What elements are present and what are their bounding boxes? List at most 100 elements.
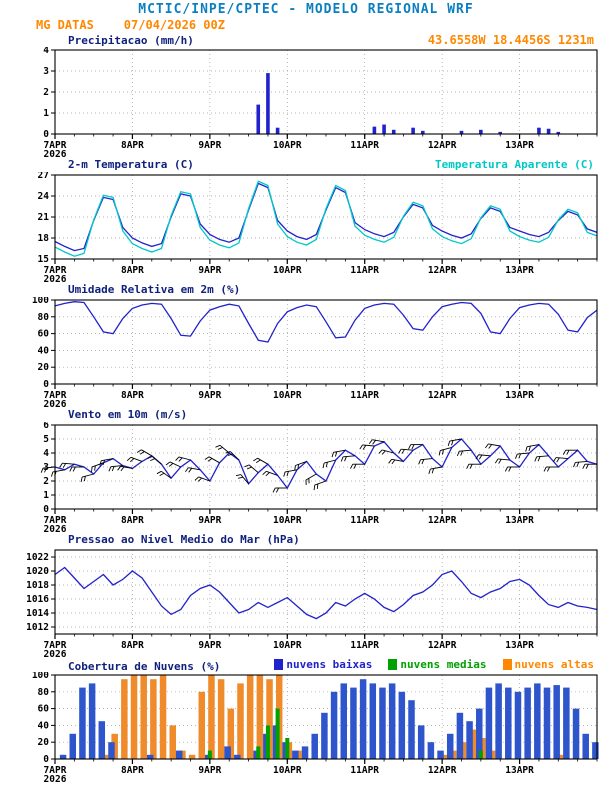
legend-low-clouds: nuvens baixas — [274, 658, 372, 671]
panel-head-pressure: Pressao ao Nivel Medio do Mar (hPa) — [0, 533, 612, 547]
panel-head-temperature: 2-m Temperatura (C) Temperatura Aparente… — [0, 158, 612, 172]
svg-text:10APR: 10APR — [273, 140, 302, 151]
svg-text:13APR: 13APR — [505, 640, 534, 651]
svg-text:11APR: 11APR — [350, 140, 379, 151]
svg-text:21: 21 — [38, 212, 50, 223]
svg-text:40: 40 — [38, 720, 50, 731]
header-subrow: MG DATAS 07/04/2026 00Z — [0, 18, 612, 33]
svg-text:8APR: 8APR — [121, 515, 144, 526]
svg-text:9APR: 9APR — [198, 515, 221, 526]
svg-text:6: 6 — [43, 422, 49, 431]
svg-text:12APR: 12APR — [428, 515, 457, 526]
svg-text:13APR: 13APR — [505, 265, 534, 276]
panel-temperature: 2-m Temperatura (C) Temperatura Aparente… — [0, 158, 612, 283]
svg-text:20: 20 — [38, 362, 50, 373]
legend-mid-clouds: nuvens medias — [388, 658, 487, 671]
svg-text:2: 2 — [43, 87, 49, 98]
svg-text:10APR: 10APR — [273, 265, 302, 276]
panel-title-temperature: 2-m Temperatura (C) — [68, 158, 194, 171]
svg-text:2: 2 — [43, 476, 49, 487]
legend-high-clouds: nuvens altas — [502, 658, 594, 671]
svg-text:2026: 2026 — [44, 149, 67, 158]
svg-text:10APR: 10APR — [273, 515, 302, 526]
svg-text:100: 100 — [32, 297, 49, 306]
svg-text:10APR: 10APR — [273, 390, 302, 401]
svg-text:2026: 2026 — [44, 649, 67, 658]
panel-pressure: Pressao ao Nivel Medio do Mar (hPa) 1012… — [0, 533, 612, 658]
svg-text:13APR: 13APR — [505, 140, 534, 151]
svg-text:12APR: 12APR — [428, 765, 457, 776]
svg-text:11APR: 11APR — [350, 265, 379, 276]
panel-title-precipitation: Precipitacao (mm/h) — [68, 34, 194, 47]
svg-text:13APR: 13APR — [505, 515, 534, 526]
svg-text:9APR: 9APR — [198, 640, 221, 651]
panel-title-wind: Vento em 10m (m/s) — [68, 408, 188, 421]
svg-text:7APR: 7APR — [44, 140, 67, 151]
panel-title-cloud-cover: Cobertura de Nuvens (%) — [68, 660, 221, 673]
svg-text:0: 0 — [43, 504, 49, 515]
panel-title-pressure: Pressao ao Nivel Medio do Mar (hPa) — [68, 533, 300, 546]
svg-text:12APR: 12APR — [428, 265, 457, 276]
svg-text:11APR: 11APR — [350, 640, 379, 651]
svg-text:1016: 1016 — [26, 594, 49, 605]
svg-text:80: 80 — [38, 687, 50, 698]
svg-text:20: 20 — [38, 737, 50, 748]
svg-text:1018: 1018 — [26, 580, 49, 591]
svg-text:8APR: 8APR — [121, 265, 144, 276]
location-coordinates: 43.6558W 18.4456S 1231m — [427, 33, 594, 47]
svg-text:5: 5 — [43, 434, 49, 445]
run-datetime: 07/04/2026 00Z — [123, 18, 225, 32]
svg-text:8APR: 8APR — [121, 765, 144, 776]
svg-text:80: 80 — [38, 312, 50, 323]
svg-text:10APR: 10APR — [273, 765, 302, 776]
svg-text:2026: 2026 — [44, 524, 67, 533]
station-name: MG DATAS — [36, 18, 94, 32]
panel-title-humidity: Umidade Relativa em 2m (%) — [68, 283, 241, 296]
panel-head-wind: Vento em 10m (m/s) — [0, 408, 612, 422]
svg-text:9APR: 9APR — [198, 140, 221, 151]
svg-text:13APR: 13APR — [505, 390, 534, 401]
svg-text:60: 60 — [38, 329, 50, 340]
svg-text:27: 27 — [38, 172, 49, 181]
svg-text:2026: 2026 — [44, 399, 67, 408]
svg-text:3: 3 — [43, 462, 49, 473]
panel-head-humidity: Umidade Relativa em 2m (%) — [0, 283, 612, 297]
panel-head-cloud-cover: Cobertura de Nuvens (%) nuvens baixas nu… — [0, 658, 612, 673]
svg-text:8APR: 8APR — [121, 640, 144, 651]
svg-text:9APR: 9APR — [198, 765, 221, 776]
svg-text:18: 18 — [38, 233, 50, 244]
svg-text:0: 0 — [43, 754, 49, 765]
svg-text:4: 4 — [43, 448, 49, 459]
svg-text:11APR: 11APR — [350, 515, 379, 526]
svg-text:1: 1 — [43, 490, 49, 501]
panel-wind: Vento em 10m (m/s) 0 1 2 3 4 5 6 7APR 2026 8APR 9A… — [0, 408, 612, 533]
svg-text:12APR: 12APR — [428, 390, 457, 401]
high-clouds-swatch-icon — [502, 659, 512, 670]
legend-high-clouds-label: nuvens altas — [514, 658, 594, 671]
svg-text:2026: 2026 — [44, 774, 67, 783]
svg-text:1020: 1020 — [26, 566, 49, 577]
svg-text:9APR: 9APR — [198, 265, 221, 276]
svg-text:9APR: 9APR — [198, 390, 221, 401]
svg-text:1014: 1014 — [26, 608, 49, 619]
svg-text:4: 4 — [43, 47, 49, 56]
svg-text:7APR: 7APR — [44, 265, 67, 276]
svg-text:10APR: 10APR — [273, 640, 302, 651]
svg-text:1022: 1022 — [26, 552, 49, 563]
svg-text:7APR: 7APR — [44, 765, 67, 776]
svg-text:100: 100 — [32, 672, 49, 681]
svg-text:0: 0 — [43, 129, 49, 140]
svg-text:8APR: 8APR — [121, 140, 144, 151]
svg-text:7APR: 7APR — [44, 390, 67, 401]
mid-clouds-swatch-icon — [388, 659, 398, 670]
panel-humidity: Umidade Relativa em 2m (%) 0 20 40 60 80 100 7… — [0, 283, 612, 408]
svg-text:3: 3 — [43, 66, 49, 77]
svg-text:12APR: 12APR — [428, 640, 457, 651]
cloud-legend: nuvens baixas nuvens medias nuvens altas — [274, 658, 594, 671]
svg-text:7APR: 7APR — [44, 640, 67, 651]
